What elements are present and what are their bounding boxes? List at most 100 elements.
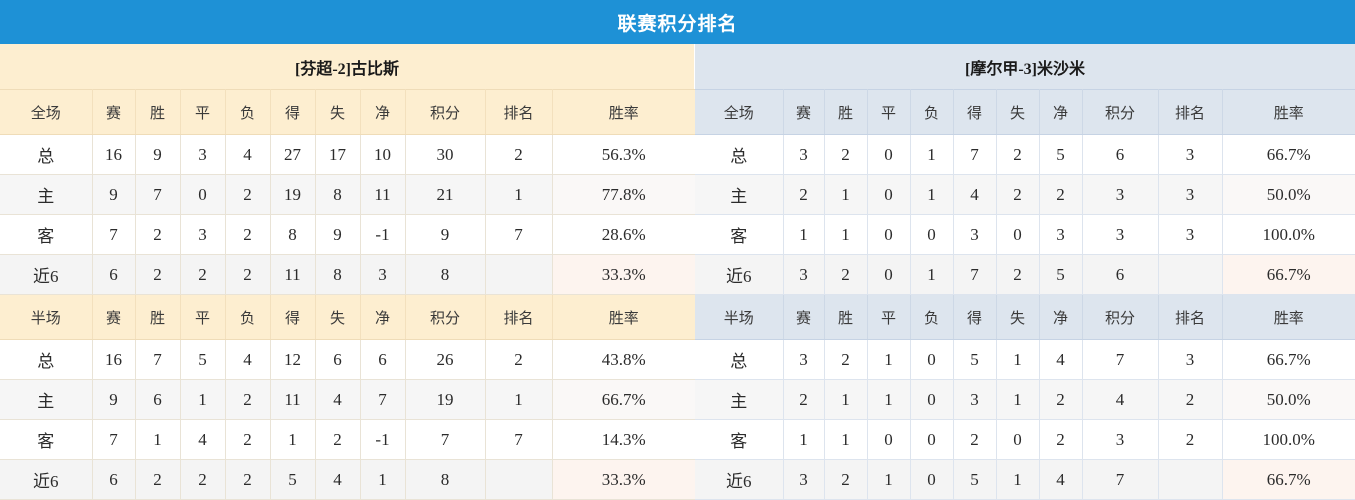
cell-平: 0	[867, 174, 911, 215]
row-label-away: 客	[695, 214, 784, 255]
cell-胜率: 100.0%	[1222, 419, 1355, 460]
cell-排名: 1	[485, 379, 553, 420]
cell-胜: 2	[824, 339, 868, 380]
cell-得: 27	[270, 134, 316, 175]
column-header-2: 平	[867, 294, 911, 340]
cell-胜率: 66.7%	[1222, 254, 1355, 295]
cell-胜: 2	[135, 214, 181, 255]
row-label-away: 客	[0, 419, 93, 460]
cell-失: 1	[996, 339, 1040, 380]
cell-赛: 2	[783, 174, 825, 215]
cell-积分: 7	[1082, 459, 1159, 500]
cell-失: 8	[315, 254, 361, 295]
column-header-6: 净	[1039, 89, 1083, 135]
cell-负: 2	[225, 174, 271, 215]
cell-净: 3	[360, 254, 406, 295]
column-header-3: 负	[910, 89, 954, 135]
table-row: 近6 6 2 2 2 5 4 1 8 33.3%	[0, 459, 695, 500]
column-header-6: 净	[360, 89, 406, 135]
row-label-away: 客	[0, 214, 93, 255]
table-row: 主 2 1 0 1 4 2 2 3 3 50.0%	[695, 174, 1355, 215]
cell-积分: 19	[405, 379, 486, 420]
cell-积分: 6	[1082, 254, 1159, 295]
cell-失: 1	[996, 379, 1040, 420]
cell-赛: 3	[783, 459, 825, 500]
cell-胜率: 66.7%	[1222, 459, 1355, 500]
cell-胜率: 100.0%	[1222, 214, 1355, 255]
column-header-5: 失	[996, 294, 1040, 340]
cell-胜: 1	[135, 419, 181, 460]
column-header-4: 得	[953, 89, 997, 135]
stats-header-row-full: 全场赛胜平负得失净积分 排名 胜率	[0, 89, 695, 135]
cell-得: 5	[953, 339, 997, 380]
column-header-0: 赛	[783, 89, 825, 135]
column-header-5: 失	[996, 89, 1040, 135]
cell-排名	[485, 459, 553, 500]
team-name-left: [芬超-2]古比斯	[0, 44, 694, 89]
cell-排名: 2	[1158, 379, 1223, 420]
row-label-recent: 近6	[0, 254, 93, 295]
cell-胜率: 66.7%	[552, 379, 695, 420]
cell-积分: 4	[1082, 379, 1159, 420]
cell-排名	[1158, 254, 1223, 295]
cell-排名: 2	[485, 134, 553, 175]
cell-胜率: 66.7%	[1222, 134, 1355, 175]
column-header-3: 负	[910, 294, 954, 340]
cell-胜率: 33.3%	[552, 459, 695, 500]
team-name-right-label: [摩尔甲-3]米沙米	[965, 60, 1085, 78]
cell-积分: 7	[1082, 339, 1159, 380]
column-header-1: 胜	[135, 89, 181, 135]
cell-排名: 7	[485, 419, 553, 460]
cell-负: 0	[910, 214, 954, 255]
cell-平: 1	[867, 339, 911, 380]
row-label-total: 总	[0, 339, 93, 380]
cell-得: 8	[270, 214, 316, 255]
cell-平: 1	[867, 459, 911, 500]
cell-负: 2	[225, 254, 271, 295]
cell-平: 4	[180, 419, 226, 460]
team-name-left-label: [芬超-2]古比斯	[295, 60, 399, 78]
cell-平: 0	[180, 174, 226, 215]
cell-失: 17	[315, 134, 361, 175]
cell-净: 7	[360, 379, 406, 420]
cell-赛: 7	[92, 419, 136, 460]
table-row: 近6 3 2 1 0 5 1 4 7 66.7%	[695, 459, 1355, 500]
column-header-4: 得	[953, 294, 997, 340]
column-header-7: 积分	[405, 89, 486, 135]
cell-排名: 3	[1158, 339, 1223, 380]
cell-胜: 7	[135, 174, 181, 215]
cell-赛: 1	[783, 419, 825, 460]
cell-积分: 21	[405, 174, 486, 215]
cell-赛: 1	[783, 214, 825, 255]
cell-负: 4	[225, 134, 271, 175]
cell-胜率: 33.3%	[552, 254, 695, 295]
cell-平: 0	[867, 419, 911, 460]
row-label-total: 总	[0, 134, 93, 175]
column-header-0: 赛	[92, 89, 136, 135]
stats-header-row-half: 半场赛胜平负得失净积分 排名 胜率	[695, 294, 1355, 340]
cell-胜率: 50.0%	[1222, 379, 1355, 420]
cell-负: 4	[225, 339, 271, 380]
cell-净: 4	[1039, 339, 1083, 380]
cell-胜: 2	[824, 134, 868, 175]
cell-失: 9	[315, 214, 361, 255]
cell-平: 3	[180, 214, 226, 255]
cell-净: 11	[360, 174, 406, 215]
cell-失: 0	[996, 214, 1040, 255]
column-header-1: 胜	[824, 294, 868, 340]
team-name-right: [摩尔甲-3]米沙米	[695, 44, 1355, 89]
column-header-5: 失	[315, 89, 361, 135]
cell-得: 5	[270, 459, 316, 500]
cell-排名	[1158, 459, 1223, 500]
row-label-away: 客	[695, 419, 784, 460]
table-row: 近6 6 2 2 2 11 8 3 8 33.3%	[0, 254, 695, 295]
table-row: 近6 3 2 0 1 7 2 5 6 66.7%	[695, 254, 1355, 295]
cell-赛: 7	[92, 214, 136, 255]
cell-胜: 1	[824, 214, 868, 255]
stats-table-right: 全场赛胜平负得失净积分 排名 胜率总 3 2 0 1 7 2 5 6 3 66.7% 主 2 1 0 1 4 2 2 3 3…	[695, 89, 1355, 500]
column-header-scope: 全场	[0, 89, 93, 135]
column-header-7: 积分	[405, 294, 486, 340]
cell-净: 6	[360, 339, 406, 380]
cell-积分: 26	[405, 339, 486, 380]
cell-平: 1	[867, 379, 911, 420]
